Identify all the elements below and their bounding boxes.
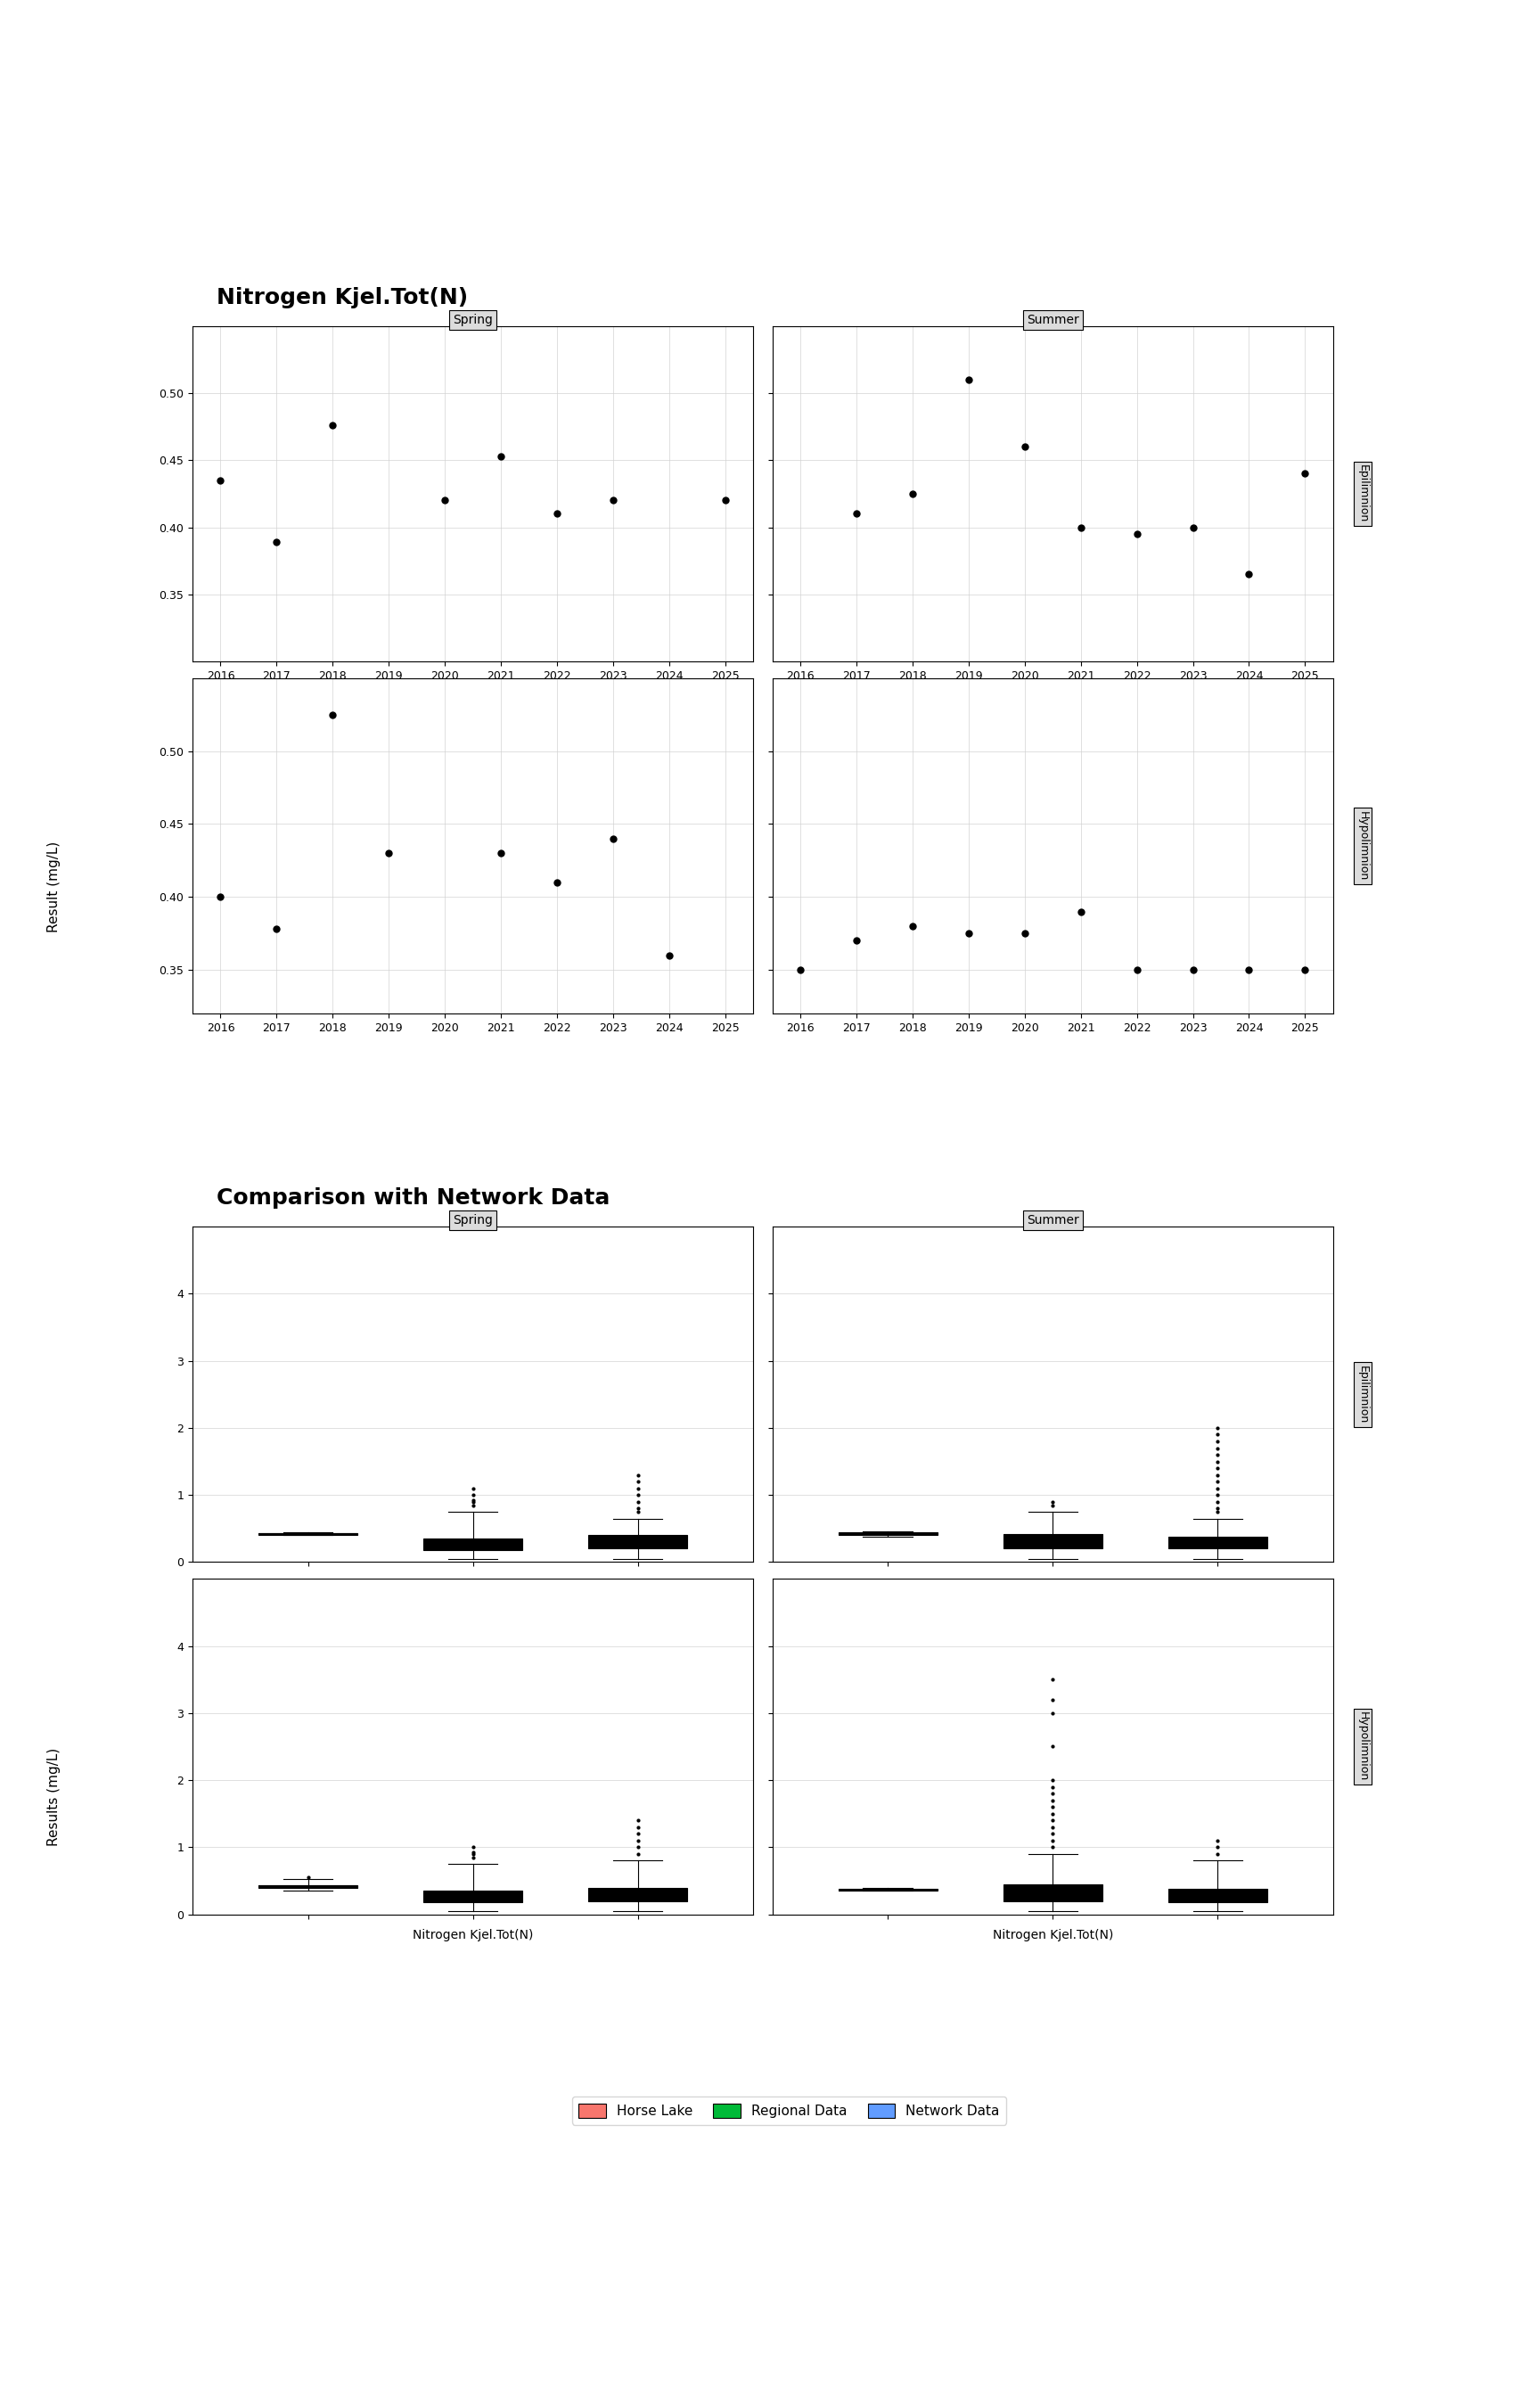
Title: Summer: Summer xyxy=(1027,314,1080,326)
PathPatch shape xyxy=(1169,1536,1267,1548)
Point xyxy=(545,494,570,532)
Point xyxy=(320,405,345,443)
PathPatch shape xyxy=(1169,1888,1267,1902)
Point xyxy=(844,922,869,961)
Point xyxy=(265,522,290,561)
Point xyxy=(956,915,981,954)
Text: Hypolimnion: Hypolimnion xyxy=(1357,812,1368,882)
Point xyxy=(956,359,981,398)
Point xyxy=(545,863,570,901)
PathPatch shape xyxy=(1003,1883,1103,1900)
Text: Epilimnion: Epilimnion xyxy=(1357,465,1368,522)
Point xyxy=(320,695,345,733)
Point xyxy=(1124,951,1149,990)
Title: Spring: Spring xyxy=(453,314,493,326)
Text: Results (mg/L): Results (mg/L) xyxy=(48,1747,60,1847)
X-axis label: Nitrogen Kjel.Tot(N): Nitrogen Kjel.Tot(N) xyxy=(992,1929,1113,1941)
PathPatch shape xyxy=(424,1538,522,1550)
Point xyxy=(1124,515,1149,553)
Point xyxy=(1237,556,1261,594)
Point xyxy=(656,937,681,975)
Point xyxy=(901,474,926,513)
Text: Result (mg/L): Result (mg/L) xyxy=(48,841,60,932)
PathPatch shape xyxy=(259,1886,357,1888)
PathPatch shape xyxy=(588,1536,687,1548)
Point xyxy=(433,482,457,520)
Title: Summer: Summer xyxy=(1027,1215,1080,1227)
Point xyxy=(601,482,625,520)
Point xyxy=(1012,915,1036,954)
Point xyxy=(788,951,813,990)
Point xyxy=(901,908,926,946)
Point xyxy=(1069,891,1093,930)
Point xyxy=(1181,508,1206,546)
Point xyxy=(601,819,625,858)
Point xyxy=(1012,426,1036,465)
PathPatch shape xyxy=(588,1888,687,1900)
PathPatch shape xyxy=(838,1533,938,1536)
Point xyxy=(488,834,513,872)
Point xyxy=(713,482,738,520)
Text: Nitrogen Kjel.Tot(N): Nitrogen Kjel.Tot(N) xyxy=(216,288,468,309)
Point xyxy=(208,460,233,498)
Title: Spring: Spring xyxy=(453,1215,493,1227)
Text: Epilimnion: Epilimnion xyxy=(1357,1366,1368,1423)
Point xyxy=(1292,455,1317,494)
Point xyxy=(265,910,290,949)
Point xyxy=(1292,951,1317,990)
PathPatch shape xyxy=(424,1890,522,1902)
Point xyxy=(1069,508,1093,546)
Point xyxy=(208,877,233,915)
Point xyxy=(1181,951,1206,990)
Point xyxy=(376,834,400,872)
Point xyxy=(488,436,513,474)
Legend: Horse Lake, Regional Data, Network Data: Horse Lake, Regional Data, Network Data xyxy=(571,2096,1007,2125)
X-axis label: Nitrogen Kjel.Tot(N): Nitrogen Kjel.Tot(N) xyxy=(413,1929,533,1941)
Point xyxy=(844,494,869,532)
Text: Comparison with Network Data: Comparison with Network Data xyxy=(216,1188,610,1210)
PathPatch shape xyxy=(1003,1533,1103,1548)
Text: Hypolimnion: Hypolimnion xyxy=(1357,1711,1368,1783)
Point xyxy=(1237,951,1261,990)
